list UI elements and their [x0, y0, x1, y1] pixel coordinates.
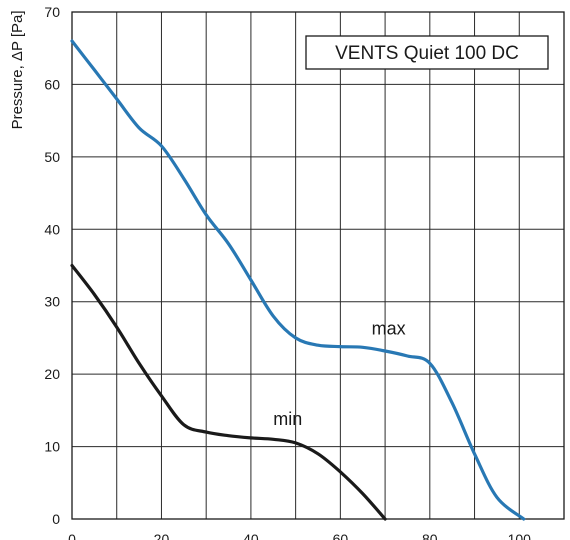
y-tick-label: 50: [44, 149, 60, 165]
title-box: VENTS Quiet 100 DC: [305, 35, 549, 70]
plot-frame: [71, 11, 565, 520]
x-tick-label: 40: [243, 531, 259, 540]
y-tick-label: 40: [44, 221, 60, 237]
curve-label-max: max: [372, 318, 406, 338]
y-axis-label: Pressure, ΔP [Pa]: [9, 10, 26, 129]
x-tick-label: 60: [333, 531, 349, 540]
y-tick-labels: 0 10 20 30 40 50 60 70: [44, 4, 60, 527]
y-tick-label: 30: [44, 294, 60, 310]
x-tick-labels: 0 20 40 60 80 100: [68, 531, 531, 540]
series-lines: [70, 39, 526, 521]
curve-labels: max min: [273, 318, 405, 429]
grid: [72, 12, 564, 519]
y-tick-label: 10: [44, 439, 60, 455]
series-line-min: [70, 263, 387, 521]
x-tick-label: 100: [508, 531, 532, 540]
y-tick-label: 70: [44, 4, 60, 20]
y-tick-label: 0: [52, 511, 60, 527]
series-line-max: [70, 39, 526, 521]
x-tick-label: 80: [422, 531, 438, 540]
y-tick-label: 20: [44, 366, 60, 382]
chart-title: VENTS Quiet 100 DC: [335, 43, 519, 64]
curve-label-min: min: [273, 409, 302, 429]
x-tick-label: 20: [154, 531, 170, 540]
x-tick-label: 0: [68, 531, 76, 540]
y-tick-label: 60: [44, 76, 60, 92]
title-box-frame: [305, 35, 549, 70]
